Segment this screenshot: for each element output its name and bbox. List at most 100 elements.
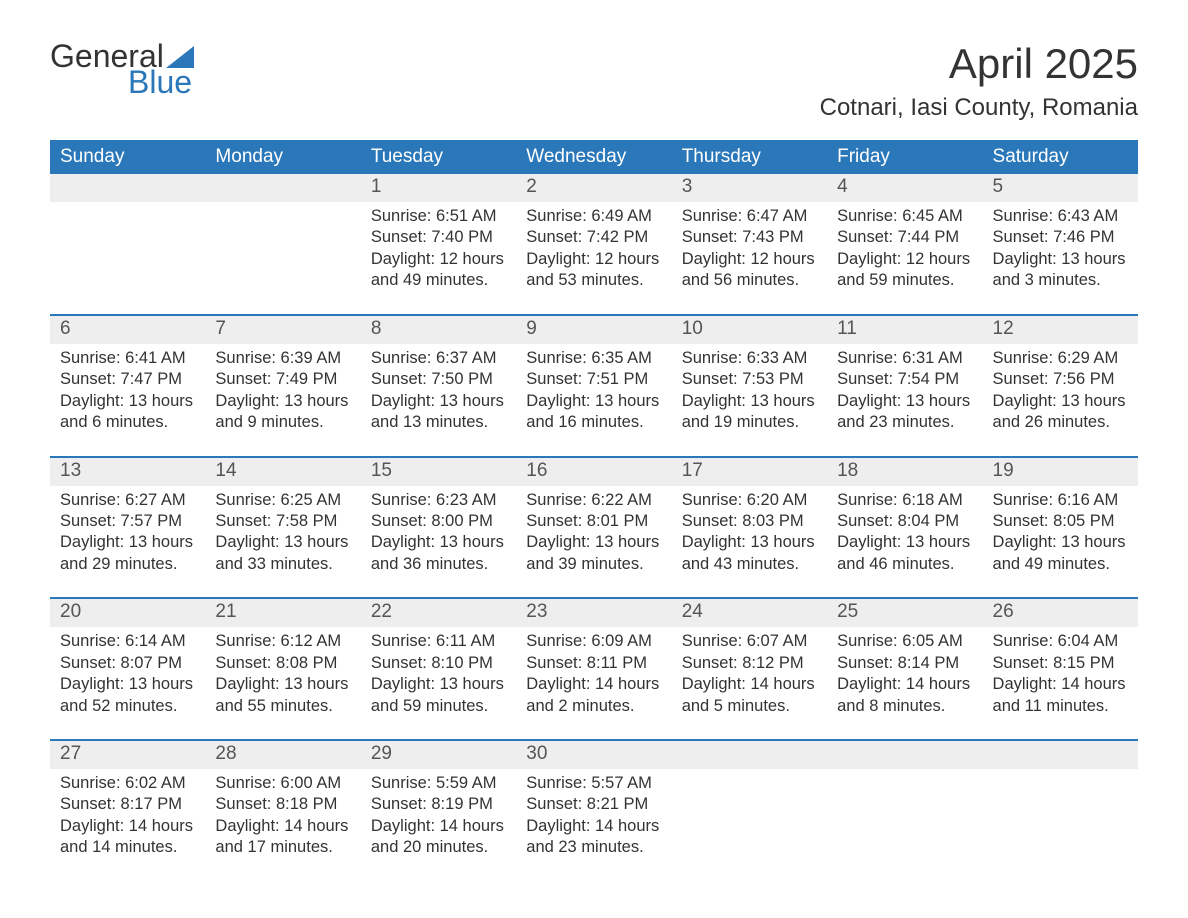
day-number: 3 xyxy=(682,176,693,197)
day-number-cell: 30 xyxy=(516,741,671,769)
day-header-monday: Monday xyxy=(205,140,360,174)
day-number: 30 xyxy=(526,743,547,764)
day-number-cell: 25 xyxy=(827,599,982,627)
sunset-line: Sunset: 8:08 PM xyxy=(215,653,350,674)
logo-top: General xyxy=(50,40,194,72)
day-number-cell: 22 xyxy=(361,599,516,627)
day-body-cell: Sunrise: 6:09 AMSunset: 8:11 PMDaylight:… xyxy=(516,627,671,721)
day-number-cell: 15 xyxy=(361,458,516,486)
day-number: 28 xyxy=(215,743,236,764)
day-header-tuesday: Tuesday xyxy=(361,140,516,174)
day-number: 19 xyxy=(993,460,1014,481)
sunrise-line: Sunrise: 6:05 AM xyxy=(837,631,972,652)
day-number: 14 xyxy=(215,460,236,481)
day-number: 27 xyxy=(60,743,81,764)
day-number-row: 6789101112 xyxy=(50,316,1138,344)
day-number-row: 20212223242526 xyxy=(50,599,1138,627)
sunrise-line: Sunrise: 6:51 AM xyxy=(371,206,506,227)
day-header-wednesday: Wednesday xyxy=(516,140,671,174)
daylight-line: Daylight: 13 hours and 49 minutes. xyxy=(993,532,1128,575)
sunrise-line: Sunrise: 6:49 AM xyxy=(526,206,661,227)
day-body-cell: Sunrise: 6:29 AMSunset: 7:56 PMDaylight:… xyxy=(983,344,1138,438)
week-block: 27282930Sunrise: 6:02 AMSunset: 8:17 PMD… xyxy=(50,739,1138,863)
day-body-cell: Sunrise: 6:33 AMSunset: 7:53 PMDaylight:… xyxy=(672,344,827,438)
day-number: 1 xyxy=(371,176,382,197)
sunset-line: Sunset: 7:53 PM xyxy=(682,369,817,390)
day-number: 29 xyxy=(371,743,392,764)
day-body-row: Sunrise: 6:14 AMSunset: 8:07 PMDaylight:… xyxy=(50,627,1138,721)
day-number-cell: 3 xyxy=(672,174,827,202)
daylight-line: Daylight: 13 hours and 43 minutes. xyxy=(682,532,817,575)
day-body-cell: Sunrise: 6:16 AMSunset: 8:05 PMDaylight:… xyxy=(983,486,1138,580)
daylight-line: Daylight: 13 hours and 26 minutes. xyxy=(993,391,1128,434)
daylight-line: Daylight: 14 hours and 20 minutes. xyxy=(371,816,506,859)
sunrise-line: Sunrise: 6:12 AM xyxy=(215,631,350,652)
day-number-cell: 4 xyxy=(827,174,982,202)
daylight-line: Daylight: 13 hours and 33 minutes. xyxy=(215,532,350,575)
day-number-row: 12345 xyxy=(50,174,1138,202)
daylight-line: Daylight: 13 hours and 13 minutes. xyxy=(371,391,506,434)
day-body-cell: Sunrise: 6:43 AMSunset: 7:46 PMDaylight:… xyxy=(983,202,1138,296)
daylight-line: Daylight: 12 hours and 53 minutes. xyxy=(526,249,661,292)
day-number: 18 xyxy=(837,460,858,481)
daylight-line: Daylight: 14 hours and 2 minutes. xyxy=(526,674,661,717)
sunrise-line: Sunrise: 6:41 AM xyxy=(60,348,195,369)
daylight-line: Daylight: 13 hours and 29 minutes. xyxy=(60,532,195,575)
day-number: 9 xyxy=(526,318,537,339)
sunrise-line: Sunrise: 6:16 AM xyxy=(993,490,1128,511)
sunset-line: Sunset: 8:21 PM xyxy=(526,794,661,815)
sunset-line: Sunset: 8:14 PM xyxy=(837,653,972,674)
day-number-cell xyxy=(205,174,360,202)
day-number: 23 xyxy=(526,601,547,622)
day-body-cell: Sunrise: 5:59 AMSunset: 8:19 PMDaylight:… xyxy=(361,769,516,863)
day-body-row: Sunrise: 6:51 AMSunset: 7:40 PMDaylight:… xyxy=(50,202,1138,296)
day-number-cell: 26 xyxy=(983,599,1138,627)
day-body-cell: Sunrise: 6:07 AMSunset: 8:12 PMDaylight:… xyxy=(672,627,827,721)
day-body-cell: Sunrise: 6:22 AMSunset: 8:01 PMDaylight:… xyxy=(516,486,671,580)
day-body-cell: Sunrise: 6:05 AMSunset: 8:14 PMDaylight:… xyxy=(827,627,982,721)
daylight-line: Daylight: 13 hours and 6 minutes. xyxy=(60,391,195,434)
daylight-line: Daylight: 14 hours and 11 minutes. xyxy=(993,674,1128,717)
sunrise-line: Sunrise: 6:04 AM xyxy=(993,631,1128,652)
day-number-cell xyxy=(827,741,982,769)
sunset-line: Sunset: 7:51 PM xyxy=(526,369,661,390)
sunset-line: Sunset: 8:01 PM xyxy=(526,511,661,532)
sunset-line: Sunset: 7:42 PM xyxy=(526,227,661,248)
day-body-cell: Sunrise: 6:04 AMSunset: 8:15 PMDaylight:… xyxy=(983,627,1138,721)
day-number: 26 xyxy=(993,601,1014,622)
day-number-cell: 16 xyxy=(516,458,671,486)
day-body-cell: Sunrise: 6:41 AMSunset: 7:47 PMDaylight:… xyxy=(50,344,205,438)
day-body-cell: Sunrise: 6:18 AMSunset: 8:04 PMDaylight:… xyxy=(827,486,982,580)
day-number-cell: 14 xyxy=(205,458,360,486)
day-number-cell: 11 xyxy=(827,316,982,344)
day-body-cell: Sunrise: 6:39 AMSunset: 7:49 PMDaylight:… xyxy=(205,344,360,438)
day-number: 13 xyxy=(60,460,81,481)
day-body-cell: Sunrise: 6:27 AMSunset: 7:57 PMDaylight:… xyxy=(50,486,205,580)
sunset-line: Sunset: 7:47 PM xyxy=(60,369,195,390)
day-body-cell: Sunrise: 6:47 AMSunset: 7:43 PMDaylight:… xyxy=(672,202,827,296)
day-header-sunday: Sunday xyxy=(50,140,205,174)
day-number-cell: 9 xyxy=(516,316,671,344)
sunset-line: Sunset: 7:43 PM xyxy=(682,227,817,248)
day-body-cell: Sunrise: 6:25 AMSunset: 7:58 PMDaylight:… xyxy=(205,486,360,580)
day-number: 4 xyxy=(837,176,848,197)
week-block: 13141516171819Sunrise: 6:27 AMSunset: 7:… xyxy=(50,456,1138,580)
week-block: 6789101112Sunrise: 6:41 AMSunset: 7:47 P… xyxy=(50,314,1138,438)
day-number: 21 xyxy=(215,601,236,622)
day-number-cell: 7 xyxy=(205,316,360,344)
day-number: 8 xyxy=(371,318,382,339)
day-body-cell: Sunrise: 6:23 AMSunset: 8:00 PMDaylight:… xyxy=(361,486,516,580)
logo-flag-icon xyxy=(166,46,194,68)
day-number: 2 xyxy=(526,176,537,197)
sunrise-line: Sunrise: 6:29 AM xyxy=(993,348,1128,369)
day-body-cell xyxy=(672,769,827,863)
day-body-cell xyxy=(50,202,205,296)
logo-text-blue: Blue xyxy=(128,66,194,98)
day-number-cell xyxy=(983,741,1138,769)
sunset-line: Sunset: 7:50 PM xyxy=(371,369,506,390)
sunrise-line: Sunrise: 6:37 AM xyxy=(371,348,506,369)
sunrise-line: Sunrise: 6:35 AM xyxy=(526,348,661,369)
calendar: Sunday Monday Tuesday Wednesday Thursday… xyxy=(50,140,1138,863)
day-body-cell: Sunrise: 6:12 AMSunset: 8:08 PMDaylight:… xyxy=(205,627,360,721)
daylight-line: Daylight: 13 hours and 23 minutes. xyxy=(837,391,972,434)
